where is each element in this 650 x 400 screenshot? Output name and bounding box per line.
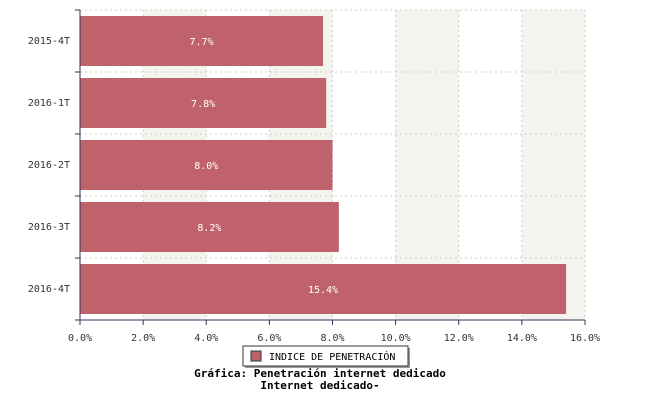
y-tick-label: 2016-4T: [28, 284, 70, 295]
x-tick-label: 4.0%: [194, 333, 218, 344]
y-tick-label: 2016-2T: [28, 160, 70, 171]
x-tick-label: 10.0%: [381, 333, 411, 344]
y-tick-label: 2016-3T: [28, 222, 70, 233]
x-tick-label: 14.0%: [507, 333, 537, 344]
value-label: 8.2%: [197, 223, 221, 234]
legend-box: [242, 345, 409, 367]
value-label: 7.7%: [189, 37, 213, 48]
bar: [80, 78, 327, 128]
x-tick-label: 0.0%: [68, 333, 92, 344]
y-tick-label: 2015-4T: [28, 36, 70, 47]
legend-label: INDICE DE PENETRACIÓN: [269, 350, 395, 363]
legend-swatch: [250, 350, 262, 362]
chart-title: Gráfica: Penetración internet dedicado: [194, 367, 446, 380]
bar: [80, 264, 567, 314]
x-tick-label: 8.0%: [320, 333, 344, 344]
x-tick-label: 6.0%: [257, 333, 281, 344]
x-tick-label: 16.0%: [570, 333, 600, 344]
x-tick-label: 2.0%: [131, 333, 155, 344]
chart-subtitle: Internet dedicado-: [260, 379, 379, 392]
y-tick-label: 2016-1T: [28, 98, 70, 109]
x-tick-label: 12.0%: [444, 333, 474, 344]
bar: [80, 140, 333, 190]
value-label: 7.8%: [191, 99, 215, 110]
value-label: 8.0%: [194, 161, 218, 172]
bar: [80, 202, 339, 252]
bar: [80, 16, 324, 66]
value-label: 15.4%: [308, 285, 338, 296]
